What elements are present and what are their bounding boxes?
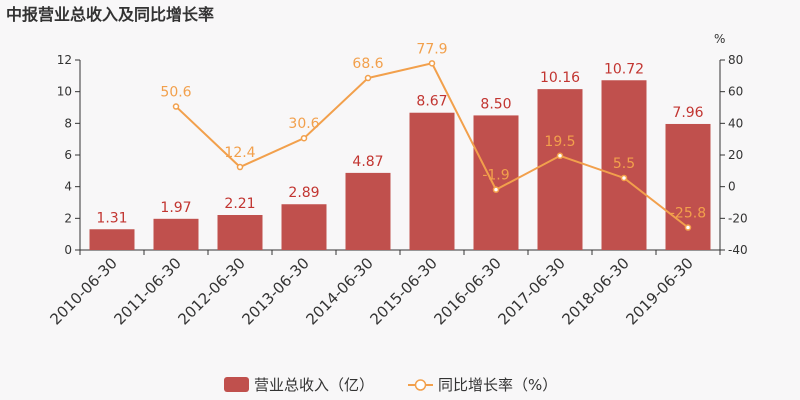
right-tick-label: 40 <box>728 116 743 130</box>
x-tick-label: 2013-06-30 <box>238 254 312 328</box>
left-tick-label: 12 <box>57 53 72 67</box>
bar-value-label: 2.21 <box>224 196 255 212</box>
bar-value-label: 10.72 <box>604 61 644 77</box>
legend[interactable]: 营业总收入（亿） 同比增长率（%） <box>224 376 557 394</box>
growth-point <box>620 174 628 182</box>
bar <box>217 215 263 250</box>
legend-label-revenue: 营业总收入（亿） <box>254 376 374 394</box>
growth-point <box>172 103 180 110</box>
legend-bar-swatch <box>224 377 249 392</box>
x-tick-label: 2012-06-30 <box>174 254 248 328</box>
x-tick-label: 2017-06-30 <box>494 254 568 328</box>
growth-point <box>236 163 244 171</box>
growth-value-label: 5.5 <box>613 156 635 172</box>
growth-point <box>684 224 692 231</box>
growth-point <box>556 152 564 160</box>
left-tick-label: 6 <box>64 148 72 162</box>
bar <box>89 229 135 250</box>
left-tick-label: 4 <box>64 180 72 194</box>
bar-value-label: 4.87 <box>352 154 383 170</box>
right-axis-unit: % <box>714 32 725 46</box>
bar <box>345 172 391 250</box>
x-tick-label: 2011-06-30 <box>110 254 184 328</box>
legend-item-growth[interactable]: 同比增长率（%） <box>408 376 557 394</box>
growth-value-label: -1.9 <box>482 168 509 184</box>
growth-point <box>492 186 500 193</box>
right-tick-label: 60 <box>728 85 743 99</box>
left-tick-label: 0 <box>64 243 72 257</box>
right-tick-label: 0 <box>728 180 736 194</box>
bar-value-label: 8.50 <box>480 96 511 112</box>
x-tick-label: 2018-06-30 <box>558 254 632 328</box>
x-axis-ticks: 2010-06-302011-06-302012-06-302013-06-30… <box>46 254 696 328</box>
legend-item-revenue[interactable]: 营业总收入（亿） <box>224 376 374 394</box>
growth-value-label: -25.8 <box>670 206 706 222</box>
growth-point <box>364 74 372 82</box>
bar <box>665 123 711 250</box>
right-tick-label: 20 <box>728 148 743 162</box>
left-tick-label: 8 <box>64 116 72 130</box>
bar <box>281 204 327 250</box>
x-tick-label: 2014-06-30 <box>302 254 376 328</box>
growth-value-label: 77.9 <box>416 41 447 57</box>
growth-value-label: 50.6 <box>160 85 191 101</box>
x-tick-label: 2015-06-30 <box>366 254 440 328</box>
bar-value-label: 1.97 <box>160 200 191 216</box>
bar-series <box>89 80 711 251</box>
bar-value-label: 1.31 <box>96 210 127 226</box>
legend-line-marker <box>414 379 427 391</box>
right-tick-label: 80 <box>728 53 743 67</box>
growth-value-label: 12.4 <box>224 145 255 161</box>
right-tick-label: -20 <box>728 211 748 225</box>
bar-value-label: 10.16 <box>540 70 580 86</box>
chart-title: 中报营业总收入及同比增长率 <box>6 5 214 24</box>
data-labels: 1.31 1.97 2.21 2.89 4.87 8.67 8.50 10.16 10.72 7.… <box>96 41 706 226</box>
growth-value-label: 30.6 <box>288 116 319 132</box>
bar <box>153 218 199 250</box>
right-tick-label: -40 <box>728 243 748 257</box>
line-series <box>172 60 692 231</box>
bar <box>409 112 455 250</box>
x-tick-label: 2016-06-30 <box>430 254 504 328</box>
legend-label-growth: 同比增长率（%） <box>438 376 557 394</box>
growth-point <box>300 134 308 142</box>
growth-value-label: 19.5 <box>544 134 575 150</box>
x-tick-label: 2010-06-30 <box>46 254 120 328</box>
bar-value-label: 2.89 <box>288 185 319 201</box>
bar <box>537 89 583 250</box>
growth-point <box>428 60 436 67</box>
x-tick-label: 2019-06-30 <box>622 254 696 328</box>
bar-value-label: 7.96 <box>672 105 703 121</box>
growth-value-label: 68.6 <box>352 56 383 72</box>
bar-value-label: 8.67 <box>416 94 447 110</box>
left-tick-label: 2 <box>64 211 72 225</box>
left-tick-label: 10 <box>57 85 72 99</box>
bar <box>601 80 647 251</box>
